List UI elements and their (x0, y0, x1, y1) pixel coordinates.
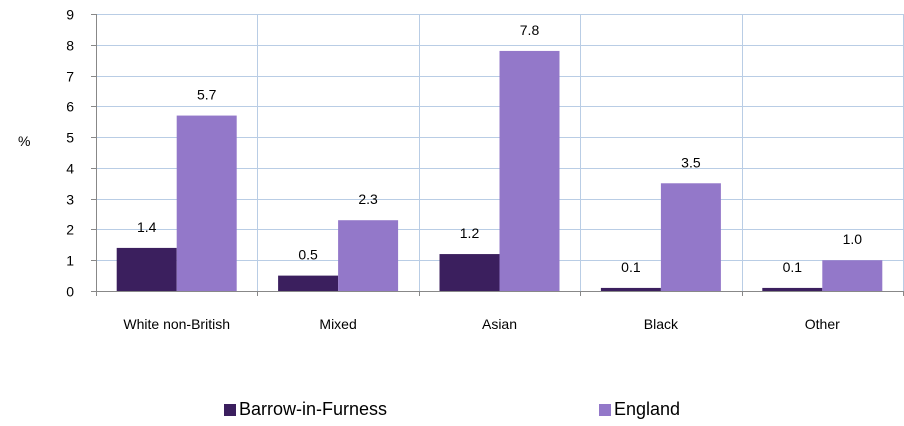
y-tick-label: 8 (66, 38, 74, 54)
y-tick-label: 4 (66, 161, 74, 177)
x-tick-label: Black (644, 316, 679, 332)
bar-barrow (116, 247, 177, 291)
x-tick-label: Other (805, 316, 840, 332)
bar-england (338, 220, 399, 291)
bar-barrow (762, 287, 823, 291)
data-label: 3.5 (681, 154, 701, 170)
legend-label-england: England (614, 399, 681, 419)
bar-england (499, 50, 560, 291)
y-tick-label: 6 (66, 99, 74, 115)
x-tick-label: Asian (482, 316, 517, 332)
bar-england (176, 115, 237, 291)
bar-england (660, 183, 721, 291)
legend-item-england: England (599, 399, 680, 420)
bars (116, 50, 883, 291)
legend-swatch-barrow (224, 403, 236, 416)
data-label: 0.1 (621, 259, 641, 275)
axes (91, 14, 904, 296)
y-tick-labels: 0 1 2 3 4 5 6 7 8 9 (66, 7, 74, 300)
y-tick-label: 0 (66, 284, 74, 300)
y-tick-label: 7 (66, 69, 74, 85)
x-tick-labels: White non-British Mixed Asian Black Other (123, 316, 840, 332)
legend-item-barrow: Barrow-in-Furness (224, 399, 387, 420)
data-labels: 1.4 5.7 0.5 2.3 1.2 7.8 0.1 3.5 0.1 1.0 (137, 22, 862, 275)
x-tick-label: White non-British (123, 316, 230, 332)
legend-swatch-england (599, 403, 611, 416)
bar-barrow (278, 275, 339, 291)
bar-barrow (600, 287, 661, 291)
data-label: 1.0 (843, 231, 863, 247)
data-label: 0.5 (298, 247, 318, 263)
data-label: 1.2 (460, 225, 480, 241)
legend: Barrow-in-Furness England (0, 399, 904, 423)
y-tick-label: 2 (66, 222, 74, 238)
x-tick-label: Mixed (319, 316, 356, 332)
y-tick-label: 9 (66, 7, 74, 23)
data-label: 1.4 (137, 219, 157, 235)
data-label: 7.8 (520, 22, 540, 38)
data-label: 5.7 (197, 87, 217, 103)
y-tick-label: 1 (66, 253, 74, 269)
data-label: 0.1 (783, 259, 803, 275)
bar-barrow (439, 254, 500, 291)
legend-label-barrow: Barrow-in-Furness (239, 399, 388, 419)
y-tick-label: 5 (66, 130, 74, 146)
data-label: 2.3 (358, 191, 378, 207)
y-tick-label: 3 (66, 192, 74, 208)
bar-england (822, 260, 883, 291)
y-axis-label: % (18, 133, 31, 149)
